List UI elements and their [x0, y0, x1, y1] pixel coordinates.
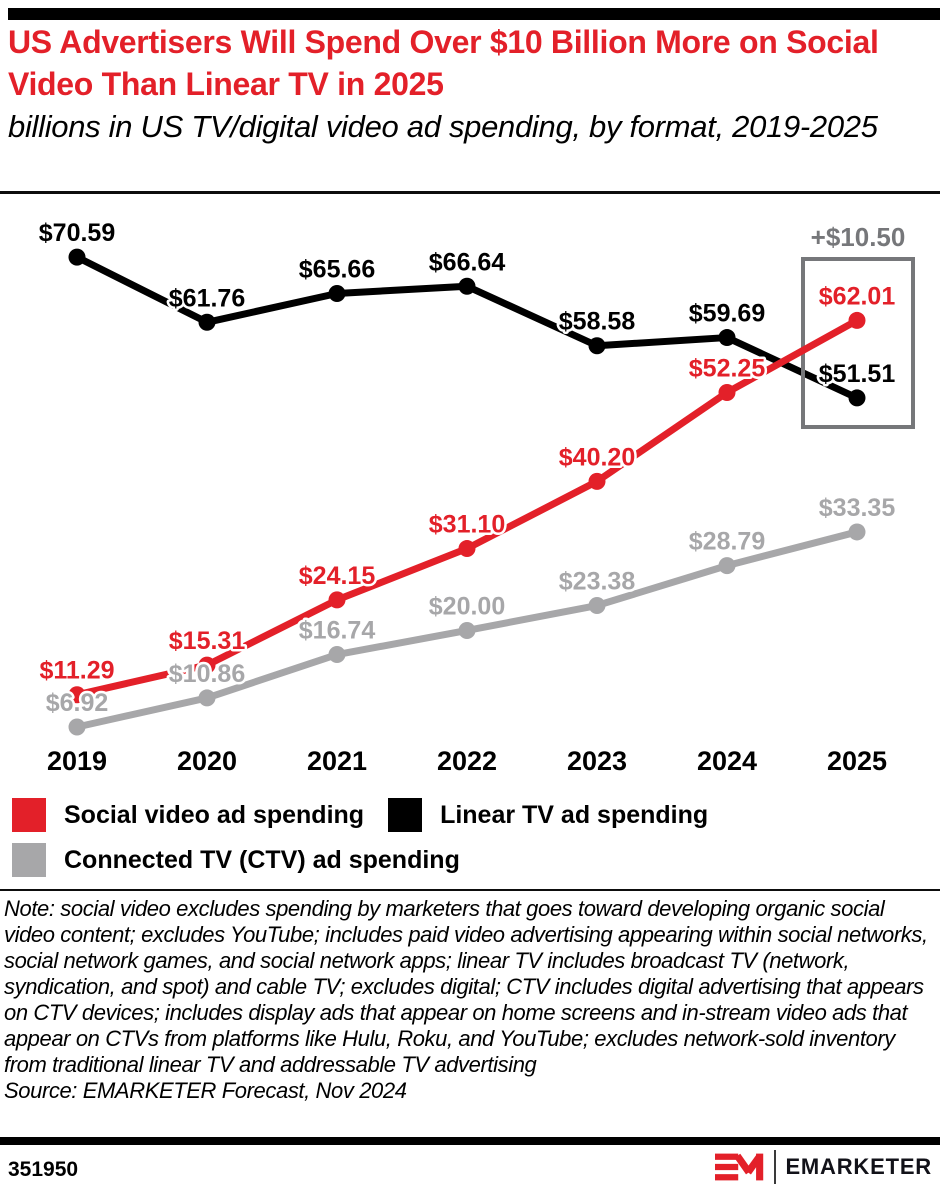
data-point [458, 621, 476, 639]
data-label: $20.00 [429, 592, 505, 620]
data-point [68, 686, 86, 704]
data-label: $70.59 [39, 219, 115, 247]
data-label: $66.64 [429, 248, 506, 276]
data-point [588, 337, 606, 355]
data-label: $28.79 [689, 528, 765, 556]
chart-id: 351950 [8, 1158, 79, 1181]
x-axis-label: 2022 [437, 746, 497, 776]
data-point [848, 389, 866, 407]
data-point [68, 248, 86, 266]
x-axis-label: 2020 [177, 746, 237, 776]
brand-name: EMARKETER [785, 1154, 932, 1179]
note-text: Note: social video excludes spending by … [4, 896, 928, 1077]
x-axis-label: 2025 [827, 746, 887, 776]
note-divider [0, 889, 940, 891]
emarketer-logo: EMARKETER [715, 1149, 932, 1185]
title-divider [0, 191, 940, 194]
data-label: $51.51 [819, 360, 896, 388]
legend-item-social-video: Social video ad spending [12, 798, 364, 832]
highlight-box-2025 [801, 257, 915, 429]
legend-label: Connected TV (CTV) ad spending [64, 845, 460, 874]
legend-swatch-linear-tv [388, 798, 423, 832]
data-label: $11.29 [39, 657, 114, 685]
footnote: Note: social video excludes spending by … [4, 896, 937, 1104]
data-point [328, 591, 346, 609]
legend-row: Social video ad spending Linear TV ad sp… [12, 798, 928, 832]
data-point [198, 313, 216, 331]
legend-swatch-ctv [12, 843, 46, 877]
data-label: $62.01 [819, 282, 896, 310]
bottom-bar [0, 1137, 940, 1145]
data-label: $52.25 [689, 354, 766, 382]
x-axis-label: 2021 [307, 746, 367, 776]
data-point [68, 718, 86, 736]
data-point [328, 284, 346, 302]
data-label: $33.35 [819, 494, 896, 522]
data-label: $10.86 [169, 660, 245, 688]
data-label: $58.58 [559, 308, 636, 336]
x-axis-label: 2024 [697, 746, 757, 776]
data-point [848, 523, 866, 541]
data-point [718, 329, 736, 347]
data-label: $23.38 [559, 568, 636, 596]
data-point [718, 557, 736, 575]
legend-label: Social video ad spending [64, 800, 365, 829]
data-point [328, 646, 346, 664]
legend-item-ctv: Connected TV (CTV) ad spending [12, 843, 460, 877]
data-point [718, 383, 736, 401]
line-chart: $11.29 $15.31 $24.15 $31.10 $40.20 $52.25 $62.… [0, 195, 940, 785]
top-bar [8, 8, 940, 20]
data-point [458, 277, 476, 295]
x-axis-label: 2019 [47, 746, 107, 776]
emarketer-logo-mark-icon [715, 1153, 764, 1181]
logo-divider [774, 1150, 777, 1184]
data-label: $6.92 [46, 689, 109, 717]
chart-legend: Social video ad spending Linear TV ad sp… [12, 798, 928, 888]
data-label: $61.76 [169, 284, 245, 312]
chart-canvas: $11.29 $15.31 $24.15 $31.10 $40.20 $52.25 $62.… [36, 217, 915, 776]
data-label: $24.15 [299, 562, 376, 590]
data-label: $15.31 [169, 627, 246, 655]
x-axis-label: 2023 [567, 746, 627, 776]
data-point [198, 689, 216, 707]
page-title: US Advertisers Will Spend Over $10 Billi… [8, 24, 879, 102]
data-label: $59.69 [689, 300, 765, 328]
data-point [848, 311, 866, 329]
legend-item-linear-tv: Linear TV ad spending [388, 798, 708, 832]
annotation-label: +$10.50 [811, 222, 906, 252]
data-label: $31.10 [429, 511, 505, 539]
data-point [588, 597, 606, 615]
legend-label: Linear TV ad spending [440, 800, 709, 829]
data-label: $40.20 [559, 443, 635, 471]
legend-swatch-social-video [12, 798, 46, 832]
data-point [458, 540, 476, 558]
data-label: $16.74 [299, 617, 376, 645]
page-subtitle: billions in US TV/digital video ad spend… [8, 109, 878, 144]
data-point [198, 656, 216, 674]
data-point [588, 472, 606, 490]
source-text: Source: EMARKETER Forecast, Nov 2024 [4, 1078, 407, 1103]
legend-row: Connected TV (CTV) ad spending [12, 843, 928, 877]
data-label: $65.66 [299, 255, 375, 283]
